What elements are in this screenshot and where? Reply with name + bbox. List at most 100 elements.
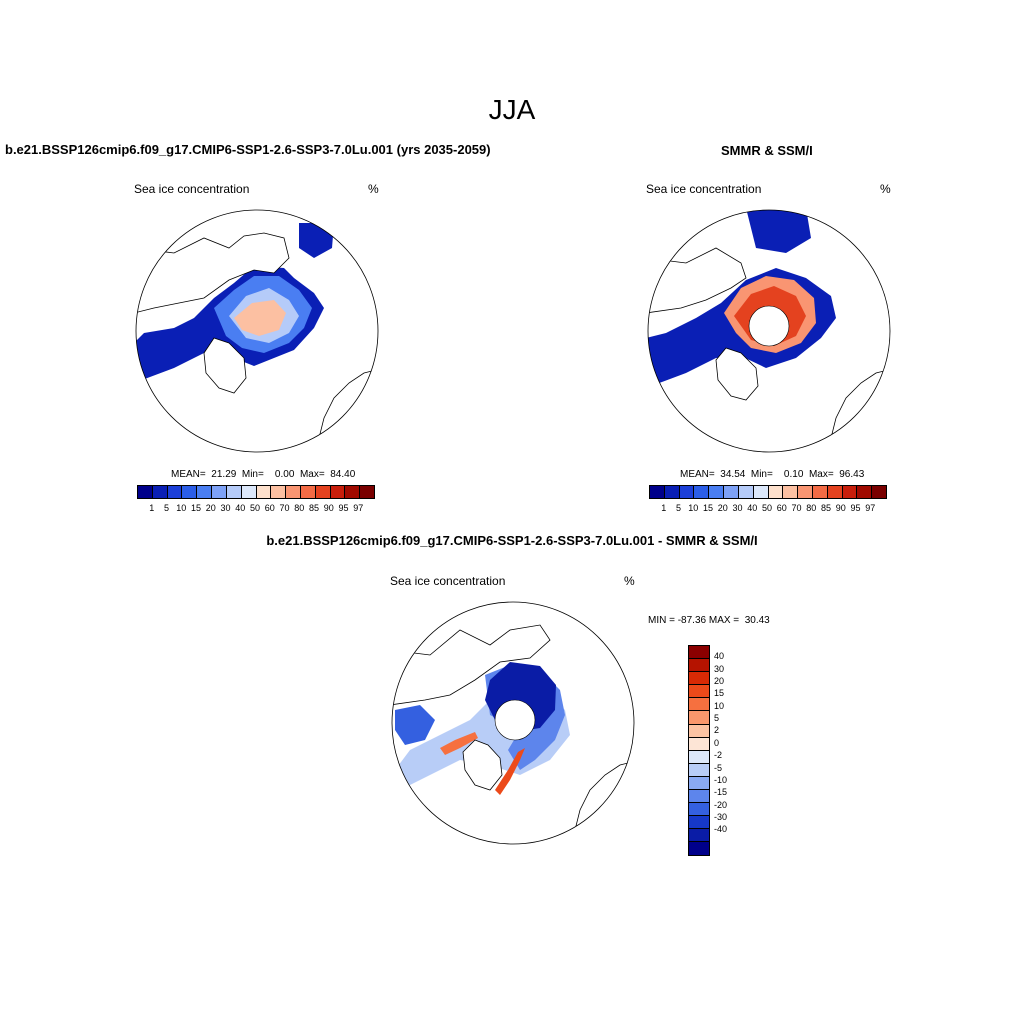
model-stats: MEAN= 21.29 Min= 0.00 Max= 84.40 — [171, 469, 356, 480]
obs-colorbar-label: 15 — [702, 503, 714, 513]
model-colorbar-swatch — [315, 486, 331, 498]
model-subtitle: Sea ice concentration — [134, 182, 250, 196]
diff-colorbar-label: -10 — [714, 774, 728, 785]
obs-stats: MEAN= 34.54 Min= 0.10 Max= 96.43 — [680, 469, 865, 480]
diff-colorbar-label: 5 — [714, 713, 720, 724]
model-colorbar-label: 50 — [249, 503, 261, 513]
model-colorbar — [137, 485, 375, 499]
model-colorbar-swatch — [271, 486, 287, 498]
diff-colorbar-swatch — [689, 659, 709, 673]
diff-beaufort-strip — [440, 732, 478, 755]
model-colorbar-swatch — [212, 486, 227, 498]
diff-colorbar-label: -15 — [714, 787, 728, 798]
model-colorbar-label: 10 — [176, 503, 187, 513]
model-colorbar-label: 85 — [308, 503, 320, 513]
diff-colorbar-swatch — [689, 724, 709, 738]
model-colorbar-swatch — [226, 486, 242, 498]
diff-colorbar-swatch — [689, 842, 709, 855]
diff-colorbar-label: 2 — [714, 725, 720, 736]
model-colorbar-label: 5 — [163, 503, 170, 513]
obs-colorbar-swatch — [827, 486, 843, 498]
obs-pole-hole — [748, 305, 790, 347]
diff-colorbar-swatch — [689, 646, 709, 660]
obs-colorbar-label: 70 — [791, 503, 802, 513]
obs-okhotsk-ice — [746, 210, 811, 253]
model-colorbar-label: 60 — [264, 503, 275, 513]
model-colorbar-swatch — [167, 486, 183, 498]
model-colorbar-swatch — [197, 486, 213, 498]
diff-colorbar-swatch — [689, 698, 709, 712]
obs-colorbar-swatch — [783, 486, 799, 498]
obs-colorbar-label: 40 — [747, 503, 758, 513]
diff-barents-strip — [495, 748, 525, 795]
diff-units: % — [624, 574, 635, 588]
model-colorbar-label: 40 — [235, 503, 246, 513]
model-colorbar-label: 30 — [220, 503, 231, 513]
diff-land-eurasia — [392, 624, 551, 706]
obs-panel-title: SMMR & SSM/I — [721, 143, 813, 158]
obs-greenland — [715, 347, 759, 401]
diff-colorbar-label: 0 — [714, 737, 720, 748]
model-high-ice — [234, 300, 286, 336]
diff-colorbar-swatch — [689, 737, 709, 751]
model-polar-map — [135, 209, 379, 453]
main-title: JJA — [488, 94, 536, 125]
obs-colorbar-swatch — [753, 486, 769, 498]
diff-colorbar-swatch — [689, 763, 709, 777]
diff-polar-map — [391, 601, 635, 845]
diff-colorbar-swatch — [689, 672, 709, 686]
diff-colorbar-label: -20 — [714, 799, 728, 810]
obs-colorbar-label: 50 — [761, 503, 773, 513]
diff-colorbar-label: 40 — [714, 651, 725, 662]
model-colorbar-label: 95 — [338, 503, 349, 513]
obs-colorbar-label: 80 — [806, 503, 817, 513]
obs-colorbar-label: 20 — [717, 503, 728, 513]
obs-subtitle: Sea ice concentration — [646, 182, 762, 196]
diff-colorbar-swatch — [689, 711, 709, 725]
obs-colorbar-swatch — [694, 486, 710, 498]
model-colorbar-swatch — [345, 486, 361, 498]
diff-colorbar-swatch — [689, 816, 709, 830]
diff-colorbar-swatch — [689, 776, 709, 791]
diff-colorbar-label: 20 — [714, 676, 725, 687]
obs-colorbar-swatch — [842, 486, 858, 498]
diff-canadian-arch — [395, 705, 435, 745]
model-colorbar-swatch — [300, 486, 316, 498]
diff-colorbar-swatch — [689, 790, 709, 804]
diff-greenland — [462, 739, 503, 791]
obs-land-eurasia — [648, 247, 747, 314]
obs-colorbar-swatch — [650, 486, 665, 498]
model-land-eurasia — [136, 232, 290, 314]
diff-stats: MIN = -87.36 MAX = 30.43 — [648, 615, 770, 626]
model-panel-title: b.e21.BSSP126cmip6.f09_g17.CMIP6-SSP1-2.… — [5, 142, 491, 157]
diff-colorbar-label: -40 — [714, 824, 728, 835]
model-colorbar-label: 1 — [149, 503, 155, 513]
obs-colorbar-label: 5 — [675, 503, 682, 513]
model-colorbar-label: 80 — [294, 503, 305, 513]
model-colorbar-swatch — [256, 486, 272, 498]
diff-colorbar-label: -30 — [714, 811, 728, 822]
diff-colorbar — [688, 645, 710, 856]
model-colorbar-label: 90 — [323, 503, 334, 513]
obs-colorbar-swatch — [768, 486, 784, 498]
model-colorbar-swatch — [360, 486, 374, 498]
obs-colorbar — [649, 485, 887, 499]
obs-colorbar-label: 97 — [865, 503, 876, 513]
model-colorbar-label: 97 — [353, 503, 364, 513]
diff-colorbar-label: 30 — [714, 663, 725, 674]
model-units: % — [368, 182, 379, 196]
obs-colorbar-swatch — [857, 486, 873, 498]
diff-pole-hole — [494, 699, 536, 741]
diff-colorbar-swatch — [689, 750, 709, 764]
obs-colorbar-swatch — [738, 486, 754, 498]
diff-colorbar-label: 15 — [714, 688, 725, 699]
obs-colorbar-swatch — [709, 486, 725, 498]
model-greenland — [203, 337, 247, 394]
obs-colorbar-label: 90 — [835, 503, 846, 513]
diff-colorbar-label: -5 — [714, 762, 723, 773]
obs-colorbar-label: 10 — [688, 503, 699, 513]
obs-colorbar-label: 95 — [850, 503, 861, 513]
model-colorbar-label: 70 — [279, 503, 290, 513]
obs-colorbar-swatch — [872, 486, 886, 498]
obs-colorbar-swatch — [664, 486, 680, 498]
